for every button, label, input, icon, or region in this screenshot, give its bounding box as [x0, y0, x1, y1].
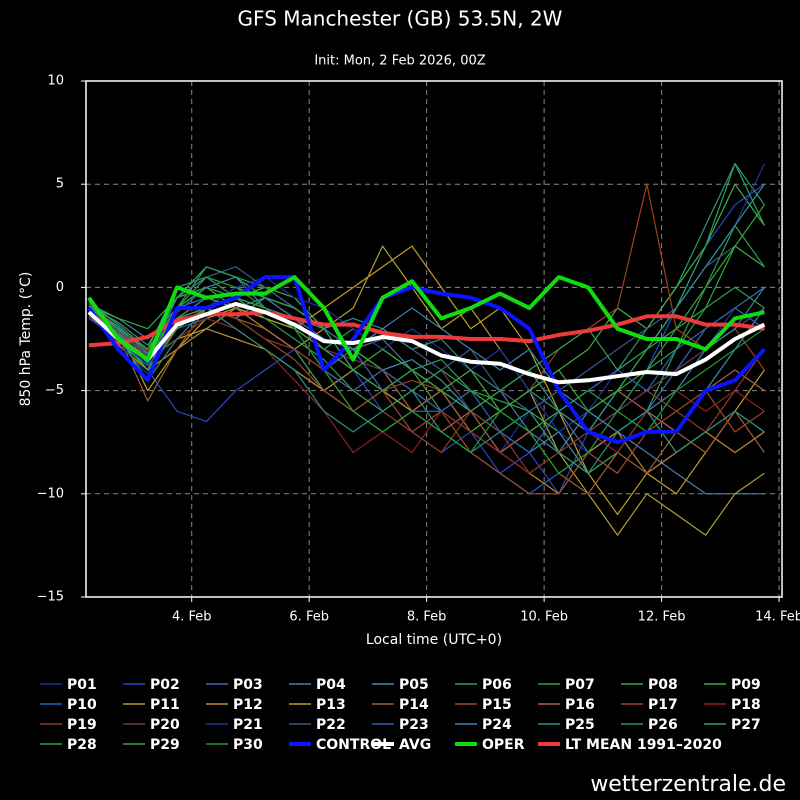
legend-label: P02 [150, 677, 180, 693]
series-line [88, 245, 765, 412]
y-tick-label: −15 [37, 590, 64, 605]
series-line [88, 245, 765, 515]
chart-subtitle: Init: Mon, 2 Feb 2026, 00Z [314, 54, 485, 69]
legend-label: P17 [648, 697, 678, 713]
x-tick-label: 12. Feb [638, 610, 686, 625]
legend-label: P22 [316, 717, 346, 733]
legend: P01 P02 P03 P04 P05 P06 P07 P08 P09 P10 P11 P12 P13 P… [40, 677, 761, 753]
y-tick-label: −5 [45, 383, 64, 398]
legend-label: P10 [67, 697, 97, 713]
plot-area [86, 81, 782, 597]
legend-label: P18 [731, 697, 761, 713]
legend-label: P15 [482, 697, 512, 713]
x-tick-label: 6. Feb [289, 610, 329, 625]
x-tick-label: 10. Feb [520, 610, 568, 625]
legend-label: OPER [482, 737, 525, 753]
series-line [87, 275, 766, 445]
legend-label: P11 [150, 697, 180, 713]
chart-title: GFS Manchester (GB) 53.5N, 2W [238, 7, 563, 31]
series-line [88, 276, 765, 474]
legend-label: P27 [731, 717, 761, 733]
series-line [88, 307, 765, 474]
legend-label: P04 [316, 677, 346, 693]
legend-label: P26 [648, 717, 678, 733]
y-axis-label: 850 hPa Temp. (°C) [18, 272, 34, 407]
legend-label: P23 [399, 717, 429, 733]
plot-frame [85, 80, 783, 598]
y-tick-label: 10 [47, 74, 64, 89]
legend-label: P21 [233, 717, 263, 733]
legend-label: P20 [150, 717, 180, 733]
legend-label: P29 [150, 737, 180, 753]
series-line [88, 245, 765, 536]
legend-label: P07 [565, 677, 595, 693]
x-tick-label: 8. Feb [407, 610, 447, 625]
legend-label: P19 [67, 717, 97, 733]
x-axis-label: Local time (UTC+0) [366, 632, 502, 648]
legend-label: P25 [565, 717, 595, 733]
y-tick-label: 5 [56, 177, 64, 192]
legend-label: P16 [565, 697, 595, 713]
source: wetterzentrale.de [590, 772, 786, 797]
legend-label: P05 [399, 677, 429, 693]
series-line [88, 204, 765, 433]
series-line [87, 301, 766, 385]
legend-label: P09 [731, 677, 761, 693]
x-tick-label: 14. Feb [755, 610, 800, 625]
y-tick-label: 0 [56, 280, 64, 295]
legend-label: CONTROL [316, 737, 391, 753]
legend-label: AVG [399, 737, 431, 753]
legend-label: LT MEAN 1991–2020 [565, 737, 722, 753]
series-line [88, 276, 765, 433]
legend-label: P30 [233, 737, 263, 753]
legend-label: P13 [316, 697, 346, 713]
legend-label: P01 [67, 677, 97, 693]
x-tick-label: 4. Feb [172, 610, 212, 625]
legend-label: P03 [233, 677, 263, 693]
legend-label: P08 [648, 677, 678, 693]
y-tick-label: −10 [37, 486, 64, 501]
series-line [87, 275, 765, 362]
legend-label: P14 [399, 697, 429, 713]
legend-label: P12 [233, 697, 263, 713]
legend-label: P24 [482, 717, 512, 733]
legend-label: P28 [67, 737, 97, 753]
legend-label: P06 [482, 677, 512, 693]
